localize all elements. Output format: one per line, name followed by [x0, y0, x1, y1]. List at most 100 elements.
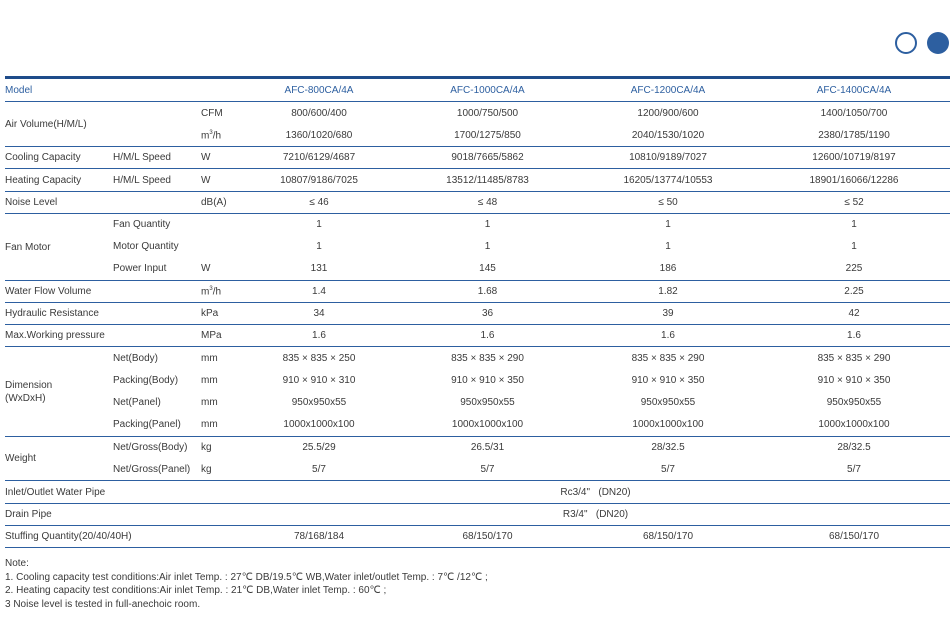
row-unit: dB(A) — [201, 191, 241, 214]
row-value: 1000x1000x100 — [758, 413, 950, 437]
row-label: Dimension (WxDxH) — [5, 346, 113, 437]
row-sub-label: H/M/L Speed — [113, 146, 201, 169]
row-value: 950x950x55 — [460, 397, 515, 408]
row-value: 28/32.5 — [651, 442, 685, 454]
row-value: 1.6 — [241, 324, 397, 347]
row-value: ≤ 46 — [241, 191, 397, 214]
table-row: Stuffing Quantity(20/40/40H) 78/168/184 … — [5, 525, 950, 548]
row-label: Cooling Capacity — [5, 146, 113, 169]
row-value: ≤ 48 — [397, 191, 578, 214]
row-unit: W — [201, 146, 241, 169]
header-model-label: Model — [5, 76, 113, 102]
row-unit: kg — [201, 458, 241, 481]
row-value: 835 × 835 × 290 — [817, 352, 891, 364]
row-value: 68/150/170 — [397, 525, 578, 548]
table-row: Packing(Panel) mm 1000x1000x100 1000x100… — [5, 413, 950, 437]
model-4: AFC-1400CA/4A — [758, 76, 950, 102]
row-value: 7210/6129/4687 — [241, 146, 397, 169]
table-row: Motor Quantity 1 1 1 1 — [5, 236, 950, 258]
row-value: 950x950x55 — [291, 397, 347, 408]
row-value: 2.25 — [758, 280, 950, 303]
row-value: R3/4" (DN20) — [241, 503, 950, 526]
notes-section: Note: 1. Cooling capacity test condition… — [5, 557, 488, 611]
row-value: 5/7 — [758, 458, 950, 481]
row-value: 5/7 — [578, 458, 758, 481]
row-unit: kPa — [201, 302, 241, 325]
row-value: 18901/16066/12286 — [758, 168, 950, 192]
table-row: Power Input W 131 145 186 225 — [5, 257, 950, 281]
row-value: 36 — [397, 302, 578, 325]
note-heading: Note: — [5, 558, 29, 569]
table-row: m3/h 1360/1020/680 1700/1275/850 2040/15… — [5, 124, 950, 147]
row-unit: CFM — [201, 107, 223, 119]
row-value: 9018/7665/5862 — [397, 146, 578, 169]
row-sub-label: Net/Gross(Body) — [113, 442, 188, 454]
row-value: 5/7 — [397, 458, 578, 481]
row-value: 1 — [665, 241, 671, 252]
table-row: Dimension (WxDxH) Net(Body) mm 835 × 835… — [5, 346, 950, 437]
table-row: Net/Gross(Panel) kg 5/7 5/7 5/7 5/7 — [5, 458, 950, 481]
row-sub-label: Net(Panel) — [113, 397, 161, 408]
row-value: 2040/1530/1020 — [578, 124, 758, 147]
row-value: 1.82 — [578, 280, 758, 303]
circle-outline-icon — [895, 32, 917, 54]
row-unit: W — [201, 168, 241, 192]
row-label: Water Flow Volume — [5, 280, 113, 303]
table-row: Air Volume(H/M/L) CFM 800/600/400 1000/7… — [5, 101, 950, 147]
row-value: 835 × 835 × 290 — [631, 352, 705, 364]
row-value: 1000x1000x100 — [241, 413, 397, 437]
row-value: 42 — [758, 302, 950, 325]
table-row: Water Flow Volume m3/h 1.4 1.68 1.82 2.2… — [5, 280, 950, 303]
row-value: 1.6 — [578, 324, 758, 347]
row-label: Hydraulic Resistance — [5, 302, 113, 325]
row-value: 1 — [665, 219, 671, 231]
spec-table: Model AFC-800CA/4A AFC-1000CA/4A AFC-120… — [5, 76, 950, 548]
row-sub-label: Motor Quantity — [113, 241, 179, 252]
row-value: 1 — [851, 241, 857, 252]
row-value: 39 — [578, 302, 758, 325]
row-value: 1 — [484, 219, 491, 231]
row-value: 10807/9186/7025 — [241, 168, 397, 192]
row-value: 1 — [316, 219, 322, 231]
row-sub-label: Net/Gross(Panel) — [113, 458, 201, 481]
row-unit: kg — [201, 442, 212, 454]
row-value: 910 × 910 × 350 — [817, 375, 891, 386]
note-line: 2. Heating capacity test conditions:Air … — [5, 585, 387, 596]
row-value: 835 × 835 × 250 — [282, 352, 356, 364]
circle-filled-icon — [927, 32, 949, 54]
row-value: 5/7 — [241, 458, 397, 481]
row-value: 68/150/170 — [578, 525, 758, 548]
row-label: Fan Motor — [5, 213, 113, 281]
row-value: 78/168/184 — [241, 525, 397, 548]
row-unit: MPa — [201, 324, 241, 347]
row-label: Noise Level — [5, 191, 113, 214]
row-value: 225 — [758, 257, 950, 281]
note-line: 3 Noise level is tested in full-anechoic… — [5, 598, 201, 610]
row-value: 1 — [484, 241, 491, 252]
table-row: Fan Motor Fan Quantity 1 1 1 1 — [5, 213, 950, 281]
table-header-row: Model AFC-800CA/4A AFC-1000CA/4A AFC-120… — [5, 76, 950, 102]
row-value: ≤ 52 — [758, 191, 950, 214]
table-row: Packing(Body) mm 910 × 910 × 310 910 × 9… — [5, 370, 950, 392]
row-value: 1.6 — [397, 324, 578, 347]
model-2: AFC-1000CA/4A — [397, 76, 578, 102]
row-label: Weight — [5, 436, 113, 481]
row-unit: m3/h — [201, 280, 241, 303]
row-label: Heating Capacity — [5, 168, 113, 192]
row-value: 800/600/400 — [291, 107, 347, 119]
row-value: 1700/1275/850 — [397, 124, 578, 147]
row-value: 910 × 910 × 350 — [451, 375, 524, 386]
table-row: Weight Net/Gross(Body) kg 25.5/29 26.5/3… — [5, 436, 950, 481]
note-line: 1. Cooling capacity test conditions:Air … — [5, 571, 488, 583]
row-value: 26.5/31 — [470, 442, 505, 454]
row-value: 1200/900/600 — [637, 107, 699, 119]
row-value: 950x950x55 — [826, 397, 882, 408]
row-sub-label: H/M/L Speed — [113, 168, 201, 192]
row-unit: mm — [201, 413, 241, 437]
row-value: 1400/1050/700 — [820, 107, 888, 119]
row-unit: mm — [201, 352, 218, 364]
row-value: 145 — [397, 257, 578, 281]
row-value: 1.4 — [241, 280, 397, 303]
row-value: 1.6 — [758, 324, 950, 347]
row-label: Max.Working pressure — [5, 324, 113, 347]
